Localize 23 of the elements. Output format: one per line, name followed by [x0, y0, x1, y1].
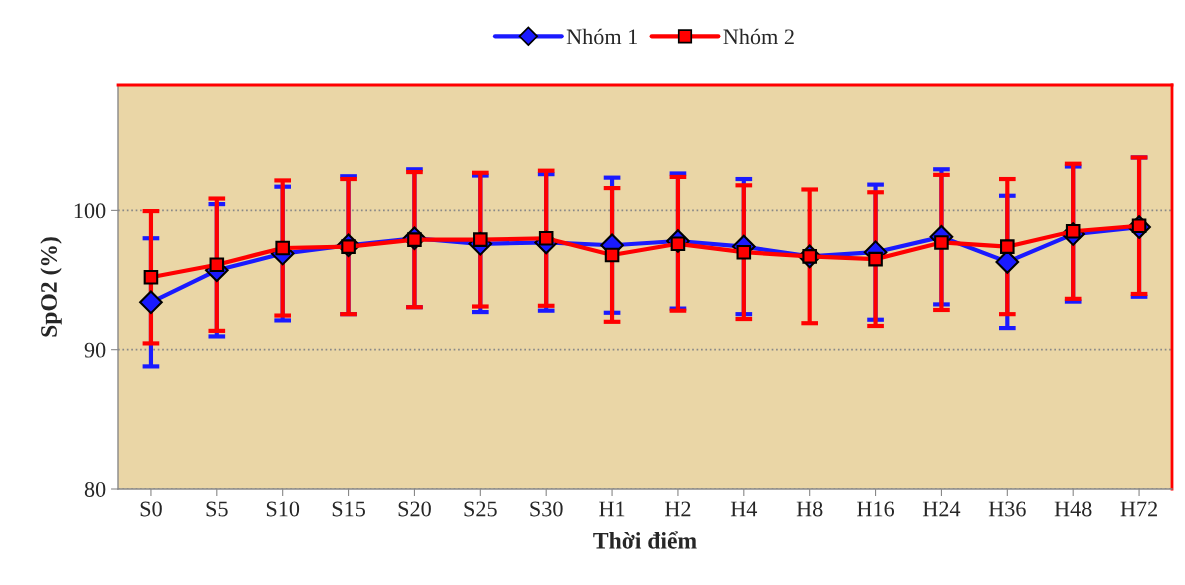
- y-tick-label: 100: [74, 203, 106, 219]
- x-tick-label: H36: [988, 501, 1026, 517]
- x-tick-label: H8: [796, 501, 823, 517]
- x-tick-label: H2: [665, 501, 691, 517]
- legend-label: Nhóm 1: [566, 28, 637, 45]
- x-tick-label: H72: [1120, 501, 1157, 517]
- x-tick-label: H4: [730, 501, 758, 517]
- x-tick-label: S5: [206, 501, 228, 517]
- x-axis-title: Thời điểm: [593, 531, 697, 549]
- x-tick-label: H1: [599, 501, 625, 517]
- y-axis-title: SpO2 (%): [40, 237, 62, 337]
- legend-label: Nhóm 2: [723, 28, 794, 45]
- x-tick-label: H48: [1054, 501, 1092, 517]
- x-tick-label: S0: [140, 501, 162, 517]
- x-tick-label: S15: [332, 501, 365, 517]
- x-tick-label: S10: [266, 501, 300, 517]
- x-tick-label: S30: [530, 501, 563, 517]
- x-tick-label: H24: [922, 501, 961, 517]
- y-tick-label: 90: [84, 342, 106, 358]
- x-tick-label: H16: [857, 501, 895, 517]
- x-tick-label: S20: [398, 501, 431, 517]
- x-tick-label: S25: [464, 501, 497, 517]
- y-tick-label: 80: [84, 481, 106, 497]
